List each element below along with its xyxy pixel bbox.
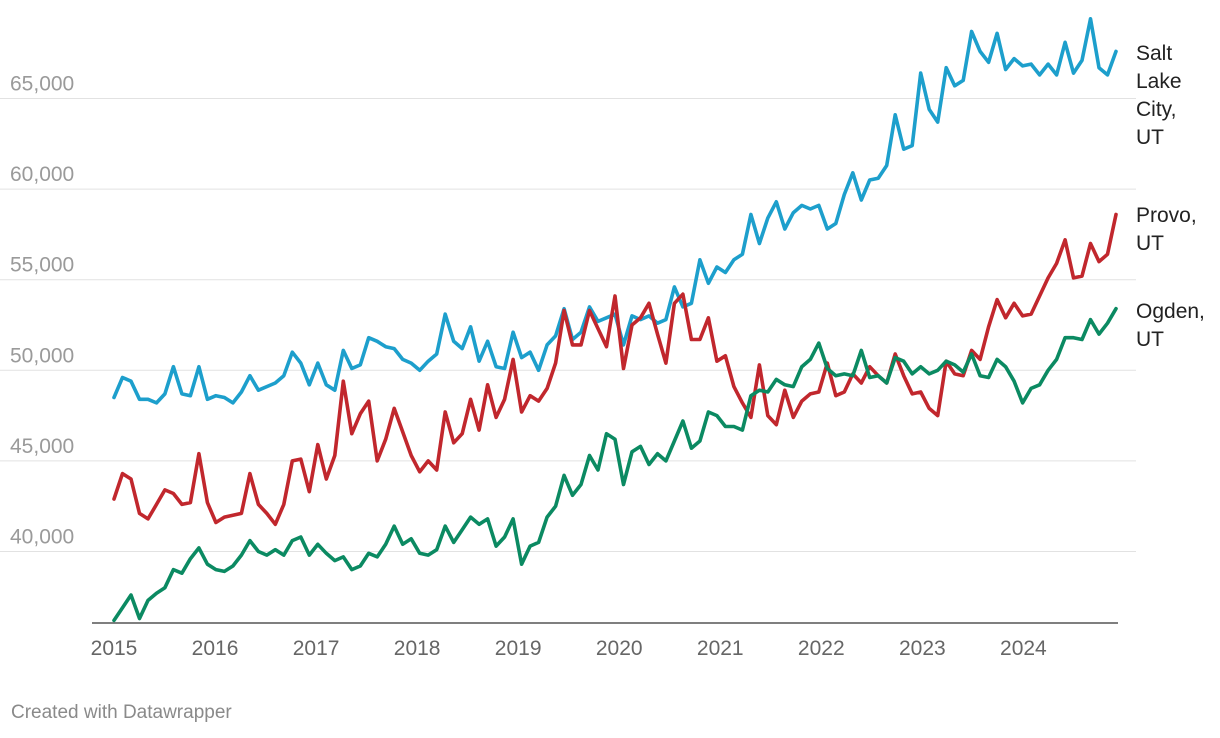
- series-label-line: UT: [1136, 126, 1164, 149]
- y-tick-label: 55,000: [10, 254, 74, 277]
- line-chart: 40,000 45,000 50,000 55,000 60,000 65,000 201…: [0, 16, 1205, 660]
- series-line-provo-ut: [112, 212, 1118, 527]
- x-tick-label: 2015: [91, 637, 138, 660]
- y-tick-label: 45,000: [10, 435, 74, 458]
- y-tick-label: 50,000: [10, 344, 74, 367]
- series-line-salt-lake-city-ut: [112, 16, 1118, 405]
- series-label-salt-lake-city-ut: Salt Lake City, UT: [1136, 42, 1182, 149]
- x-tick-label: 2024: [1000, 637, 1047, 660]
- series-lines: [112, 16, 1118, 623]
- series-labels: Salt Lake City, UT Provo, UT Ogden, UT: [1136, 42, 1205, 351]
- credit-text: Created with Datawrapper: [11, 702, 232, 723]
- x-tick-label: 2019: [495, 637, 542, 660]
- y-tick-label: 65,000: [10, 73, 74, 96]
- x-tick-label: 2016: [192, 637, 239, 660]
- series-label-line: Provo,: [1136, 204, 1197, 227]
- y-tick-label: 40,000: [10, 526, 74, 549]
- series-label-provo-ut: Provo, UT: [1136, 204, 1197, 255]
- x-axis-ticks: 2015 2016 2017 2018 2019 2020 2021 2022 2023 2024: [91, 637, 1047, 660]
- series-label-line: UT: [1136, 328, 1164, 351]
- series-label-line: City,: [1136, 98, 1176, 121]
- series-line-ogden-ut: [112, 306, 1118, 623]
- x-tick-label: 2020: [596, 637, 643, 660]
- x-tick-label: 2023: [899, 637, 946, 660]
- x-tick-label: 2021: [697, 637, 744, 660]
- x-tick-label: 2018: [394, 637, 441, 660]
- gridlines: [0, 98, 1136, 624]
- series-label-line: UT: [1136, 232, 1164, 255]
- series-label-line: Salt: [1136, 42, 1172, 65]
- x-tick-label: 2017: [293, 637, 340, 660]
- series-label-line: Ogden,: [1136, 300, 1205, 323]
- x-tick-label: 2022: [798, 637, 845, 660]
- y-tick-label: 60,000: [10, 163, 74, 186]
- y-axis-ticks: 40,000 45,000 50,000 55,000 60,000 65,000: [10, 73, 74, 549]
- series-label-ogden-ut: Ogden, UT: [1136, 300, 1205, 351]
- series-label-line: Lake: [1136, 70, 1182, 93]
